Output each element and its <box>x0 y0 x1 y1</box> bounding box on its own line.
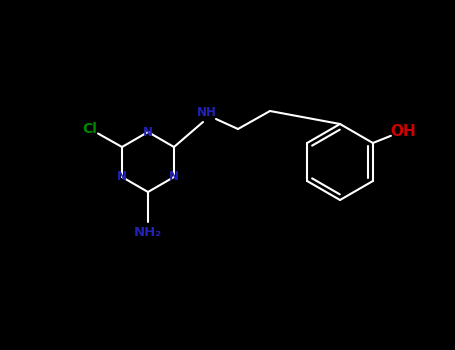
Text: OH: OH <box>390 124 416 139</box>
Text: NH₂: NH₂ <box>134 225 162 238</box>
Text: Cl: Cl <box>82 122 97 136</box>
Text: NH: NH <box>197 106 217 119</box>
Text: N: N <box>169 170 179 183</box>
Text: N: N <box>143 126 153 139</box>
Text: N: N <box>117 170 127 183</box>
